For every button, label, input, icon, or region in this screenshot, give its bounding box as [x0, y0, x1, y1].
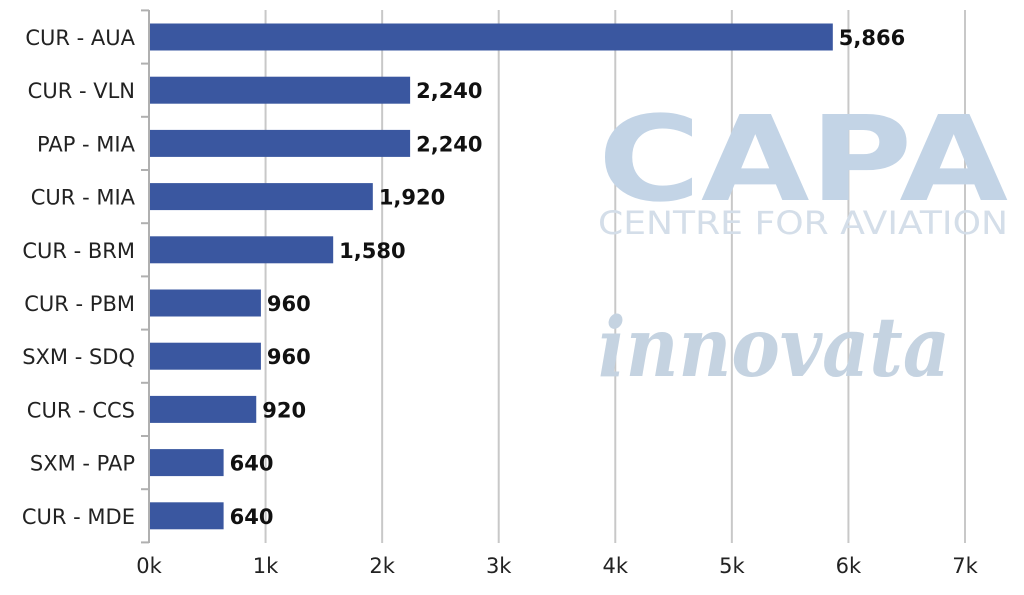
- innovata-logo-watermark: innovata: [598, 300, 950, 396]
- value-label: 1,920: [379, 186, 445, 210]
- category-label: CUR - CCS: [27, 398, 135, 422]
- value-label: 640: [230, 452, 274, 476]
- value-label: 960: [267, 292, 311, 316]
- bar: [150, 289, 261, 317]
- x-tick-label: 5k: [719, 554, 745, 578]
- category-label: CUR - AUA: [25, 26, 135, 50]
- category-label: CUR - MIA: [31, 186, 136, 210]
- watermark-layer: CAPA CENTRE FOR AVIATION innovata: [598, 90, 1008, 396]
- capa-tagline-watermark: CENTRE FOR AVIATION: [598, 204, 1008, 242]
- value-label: 2,240: [416, 132, 482, 156]
- x-tick-label: 0k: [136, 554, 162, 578]
- bar: [150, 449, 224, 477]
- bar: [150, 236, 334, 264]
- bar: [150, 395, 257, 423]
- labels-layer: 0k 1k 2k 3k 4k 5k 6k 7k CUR - AUA 5,866 CUR - VLN 2…: [22, 26, 979, 578]
- category-label: CUR - BRM: [22, 239, 135, 263]
- value-label: 2,240: [416, 79, 482, 103]
- bar: [150, 23, 833, 51]
- bar: [150, 342, 261, 370]
- x-tick-label: 7k: [952, 554, 978, 578]
- x-tick-label: 2k: [369, 554, 395, 578]
- x-tick-label: 1k: [253, 554, 279, 578]
- category-label: CUR - PBM: [24, 292, 135, 316]
- category-label: SXM - SDQ: [22, 345, 135, 369]
- value-label: 960: [267, 345, 311, 369]
- x-tick-label: 6k: [836, 554, 862, 578]
- value-label: 1,580: [339, 239, 405, 263]
- category-label: SXM - PAP: [30, 452, 135, 476]
- category-label: PAP - MIA: [37, 132, 136, 156]
- value-label: 640: [230, 505, 274, 529]
- bar: [150, 76, 411, 104]
- value-label: 920: [262, 398, 306, 422]
- x-tick-label: 4k: [603, 554, 629, 578]
- x-tick-label: 3k: [486, 554, 512, 578]
- category-label: CUR - VLN: [28, 79, 135, 103]
- category-label: CUR - MDE: [22, 505, 135, 529]
- bars-layer: [150, 23, 833, 530]
- bar: [150, 129, 411, 157]
- value-label: 5,866: [839, 26, 905, 50]
- bar: [150, 183, 373, 211]
- bar: [150, 502, 224, 530]
- capa-logo-watermark: CAPA: [598, 90, 1008, 228]
